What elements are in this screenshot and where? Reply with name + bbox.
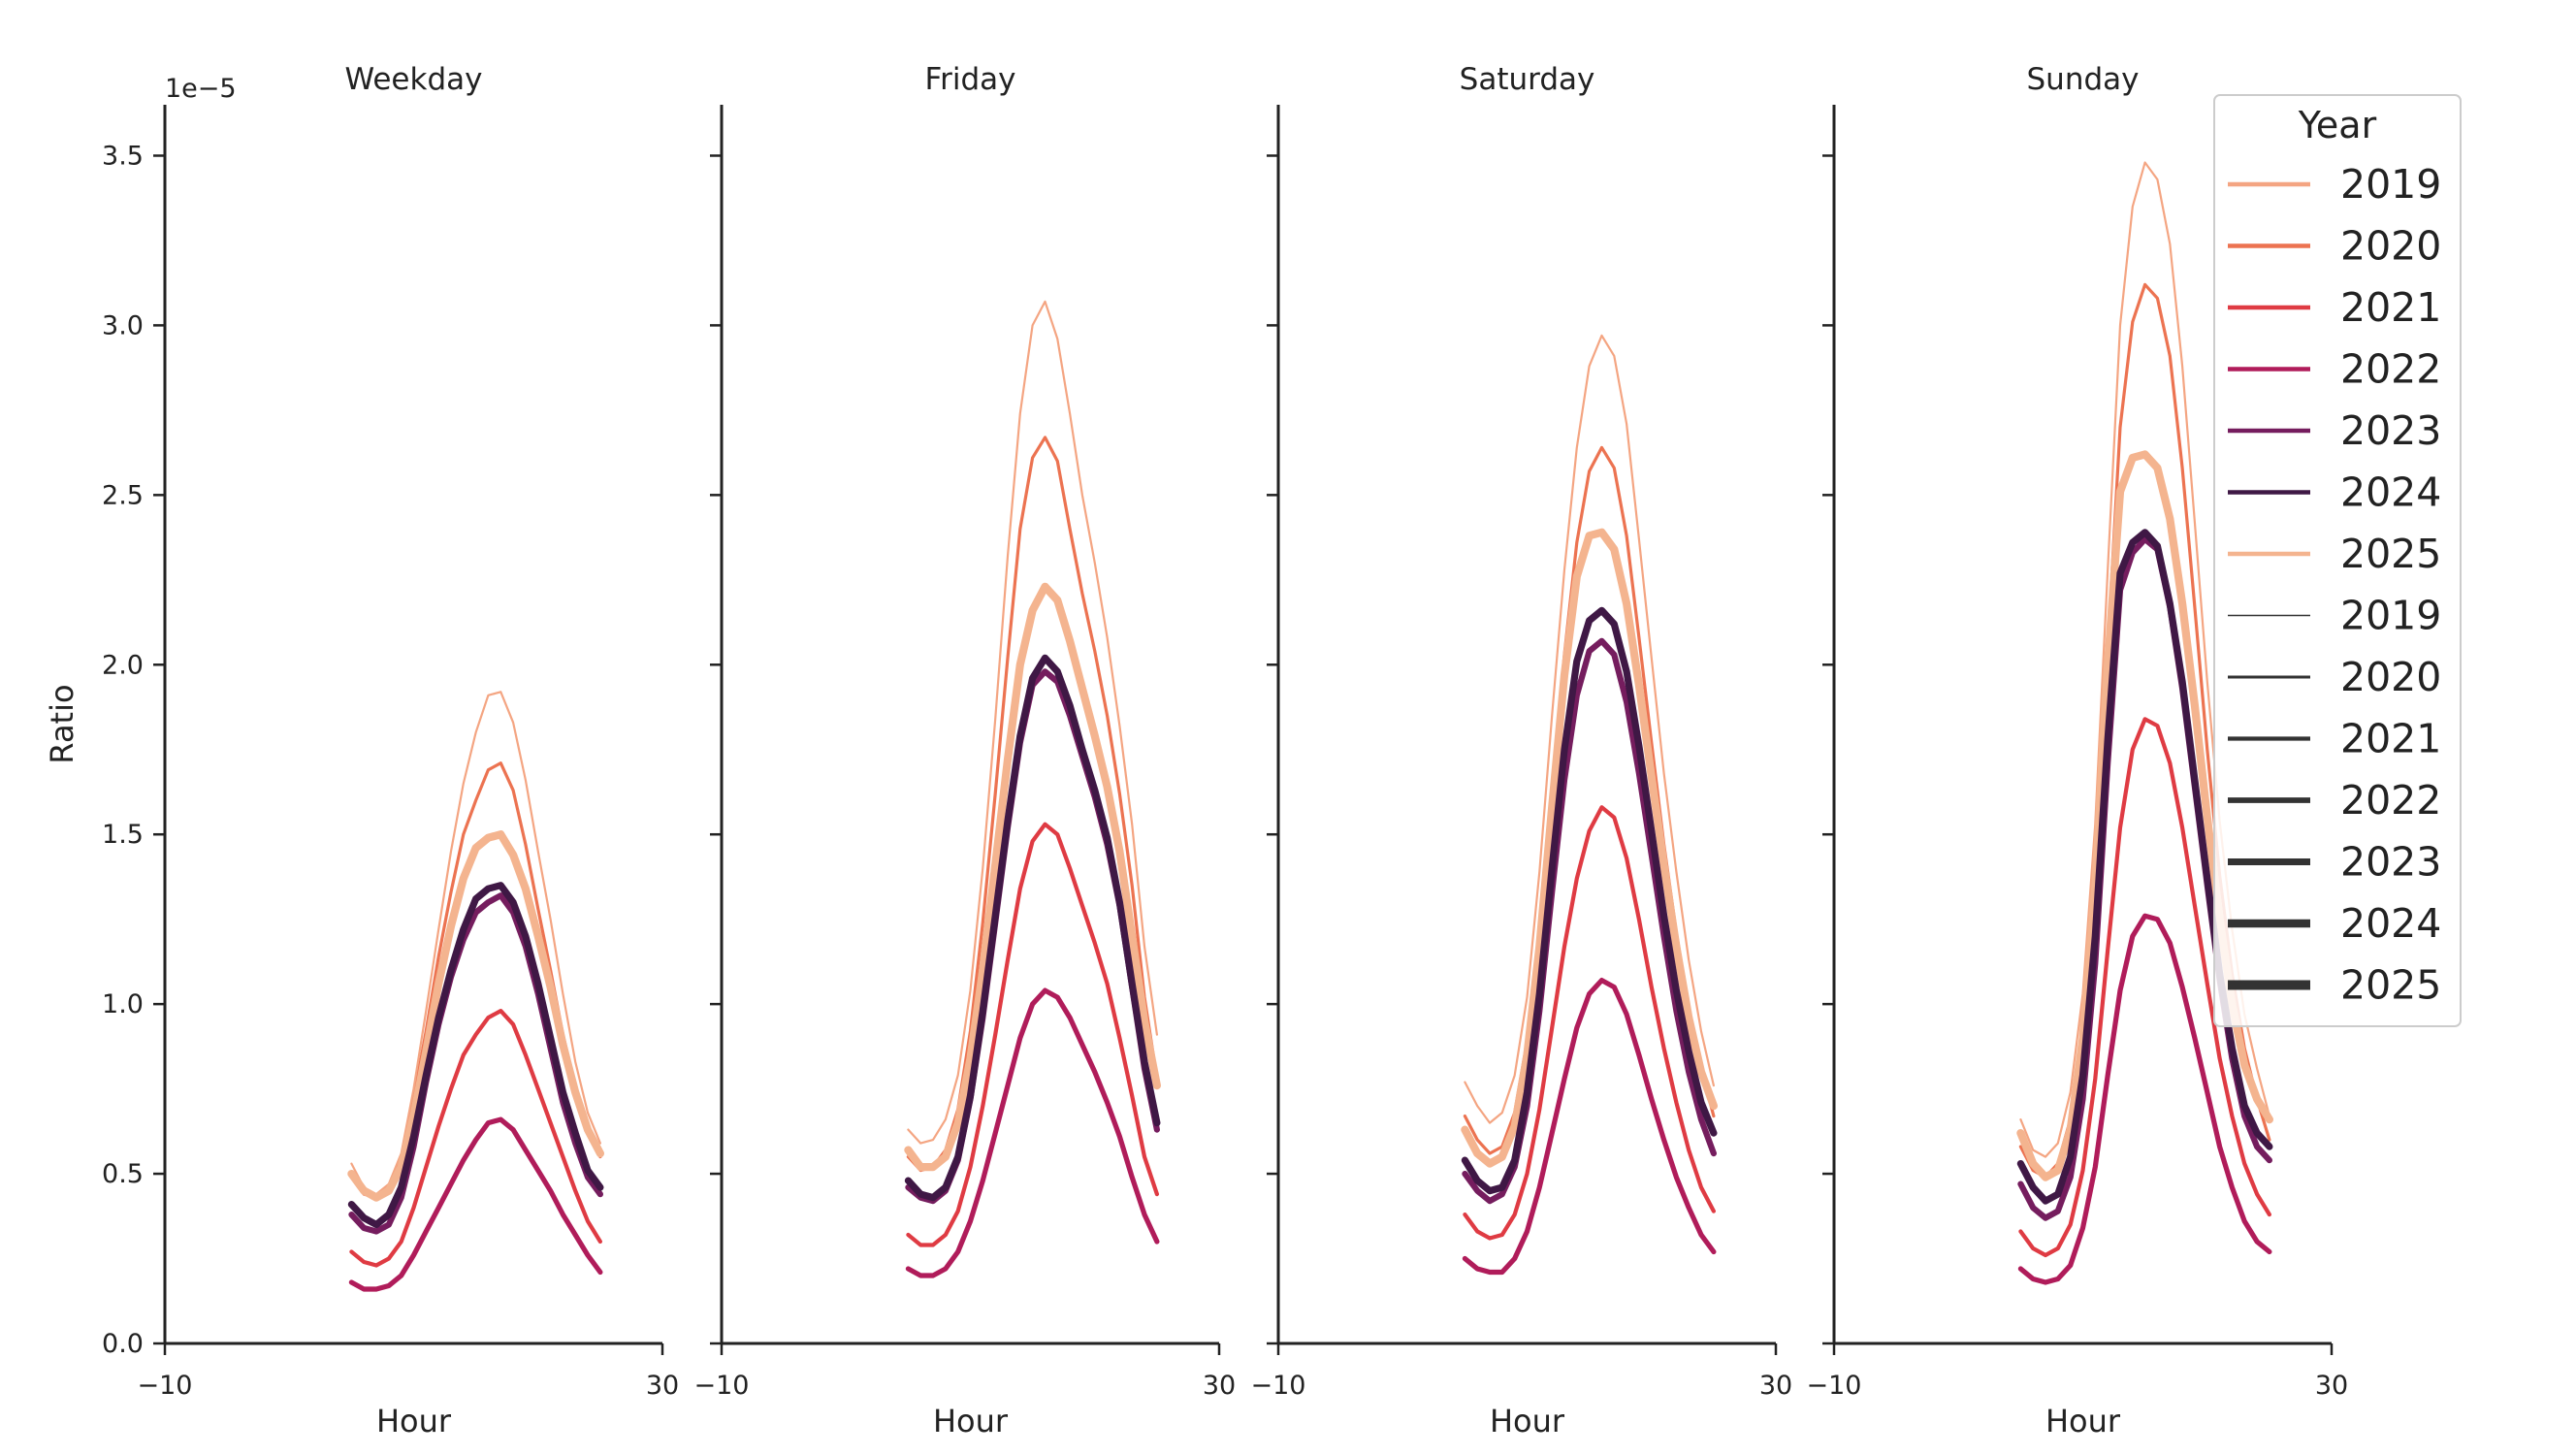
x-tick-label: 30 xyxy=(646,1371,679,1401)
x-tick-label: −10 xyxy=(1807,1371,1862,1401)
panel-friday: Friday −10 30 Hour xyxy=(694,62,1237,1439)
x-tick-label: 30 xyxy=(1759,1371,1792,1401)
series-line-2021 xyxy=(906,822,1160,1247)
series-line-2020 xyxy=(1463,445,1716,1155)
panel-title: Weekday xyxy=(345,62,483,97)
x-axis-label: Hour xyxy=(933,1403,1009,1439)
x-axis-label: Hour xyxy=(1490,1403,1565,1439)
legend-label: 2021 xyxy=(2340,284,2441,331)
series-line-2022 xyxy=(905,987,1160,1278)
series-line-2024 xyxy=(1461,606,1718,1195)
legend: Year 2019 2020 2021 2022 2023 2024 2025 2019 2020… xyxy=(2213,94,2462,1027)
panel-weekday: Weekday 0.0 0.5 1.0 1.5 2.0 2.5 3.0 3.5 −10 30 Hour xyxy=(102,62,679,1439)
legend-label: 2023 xyxy=(2340,839,2441,886)
legend-label: 2023 xyxy=(2340,407,2441,454)
x-tick-label: −10 xyxy=(694,1371,750,1401)
panel-saturday: Saturday −10 30 Hour xyxy=(1251,62,1793,1439)
x-axis-label: Hour xyxy=(2045,1403,2121,1439)
series-line-2024 xyxy=(347,882,604,1229)
x-tick-label: 30 xyxy=(2315,1371,2348,1401)
y-tick-label: 3.0 xyxy=(102,310,144,340)
legend-label: 2021 xyxy=(2340,716,2441,762)
x-tick-label: −10 xyxy=(1251,1371,1306,1401)
series-line-2025 xyxy=(347,830,605,1202)
legend-label: 2020 xyxy=(2340,654,2441,700)
legend-label: 2022 xyxy=(2340,346,2441,393)
y-tick-label: 0.0 xyxy=(102,1329,144,1359)
series-line-2020 xyxy=(349,761,602,1200)
y-offset-label: 1e−5 xyxy=(165,74,237,104)
legend-title: Year xyxy=(2298,104,2377,146)
series-line-2019 xyxy=(350,691,602,1196)
x-axis-label: Hour xyxy=(376,1403,452,1439)
series-line-2022 xyxy=(348,1116,603,1292)
y-tick-label: 2.5 xyxy=(102,480,144,510)
y-tick-label: 3.5 xyxy=(102,141,144,171)
panel-title: Saturday xyxy=(1460,62,1595,97)
y-tick-label: 0.5 xyxy=(102,1159,144,1189)
x-tick-label: 30 xyxy=(1203,1371,1236,1401)
series-line-2023 xyxy=(348,892,604,1235)
legend-label: 2024 xyxy=(2340,900,2441,947)
legend-box xyxy=(2213,94,2462,1027)
y-tick-label: 1.5 xyxy=(102,820,144,850)
series-line-2021 xyxy=(2018,717,2271,1258)
series-line-2021 xyxy=(349,1008,603,1268)
series-line-2020 xyxy=(906,436,1159,1173)
legend-label: 2022 xyxy=(2340,777,2441,824)
series-line-2021 xyxy=(1463,805,1717,1241)
legend-label: 2025 xyxy=(2340,531,2441,577)
legend-label: 2024 xyxy=(2340,469,2441,516)
series-line-2019 xyxy=(907,300,1159,1145)
series-line-2022 xyxy=(2017,913,2272,1285)
series-line-2019 xyxy=(1464,334,1716,1124)
panel-title: Friday xyxy=(925,62,1016,97)
legend-label: 2019 xyxy=(2340,593,2441,639)
x-tick-label: −10 xyxy=(138,1371,193,1401)
y-tick-label: 2.0 xyxy=(102,650,144,680)
legend-label: 2020 xyxy=(2340,223,2441,270)
y-axis-label: Ratio xyxy=(44,684,80,763)
legend-label: 2025 xyxy=(2340,962,2441,1009)
legend-label: 2019 xyxy=(2340,161,2441,208)
series-line-2025 xyxy=(1461,528,1719,1168)
y-tick-label: 1.0 xyxy=(102,989,144,1019)
series-line-2024 xyxy=(904,654,1161,1202)
panel-title: Sunday xyxy=(2027,62,2140,97)
series-line-2025 xyxy=(904,582,1162,1172)
series-line-2022 xyxy=(1462,977,1717,1276)
